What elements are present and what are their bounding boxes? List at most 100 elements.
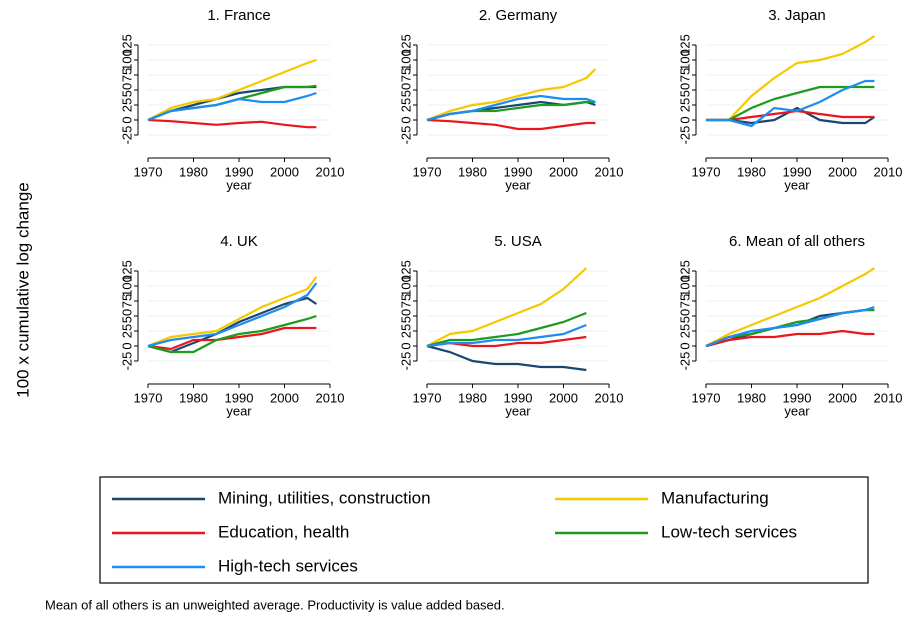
legend-box xyxy=(99,476,869,584)
y-tick-label: 50 xyxy=(677,83,692,97)
y-tick-label: 50 xyxy=(119,83,134,97)
y-tick-label: 25 xyxy=(119,324,134,338)
x-tick-label: 1980 xyxy=(179,164,208,179)
y-tick-label: 125 xyxy=(119,260,134,282)
x-tick-label: 2000 xyxy=(828,164,857,179)
y-tick-label: -25 xyxy=(398,126,413,145)
y-tick-label: 0 xyxy=(119,116,134,123)
x-tick-label: 2010 xyxy=(874,390,903,405)
y-tick-label: 50 xyxy=(398,309,413,323)
x-tick-label: 1980 xyxy=(179,390,208,405)
x-tick-label: 1980 xyxy=(737,390,766,405)
legend-label: Mining, utilities, construction xyxy=(218,488,431,507)
legend-label: High-tech services xyxy=(218,556,358,575)
x-tick-label: 2000 xyxy=(270,164,299,179)
legend-label: Low-tech services xyxy=(661,522,797,541)
y-tick-label: 100 xyxy=(119,49,134,71)
y-tick-label: 0 xyxy=(677,116,692,123)
x-tick-label: 2000 xyxy=(828,390,857,405)
series-line xyxy=(705,267,876,347)
x-tick-label: 2000 xyxy=(549,164,578,179)
x-tick-label: 1970 xyxy=(134,164,163,179)
y-tick-label: 75 xyxy=(398,294,413,308)
x-tick-label: 1970 xyxy=(692,390,721,405)
y-tick-label: 25 xyxy=(398,324,413,338)
series-line xyxy=(147,84,317,122)
x-tick-label: 2010 xyxy=(316,164,345,179)
x-tick-label: 2000 xyxy=(549,390,578,405)
series-line xyxy=(426,344,587,372)
x-tick-label: 1980 xyxy=(458,164,487,179)
y-tick-label: 100 xyxy=(677,275,692,297)
series-line xyxy=(426,94,596,122)
x-tick-label: 1990 xyxy=(225,164,254,179)
y-tick-label: -25 xyxy=(677,126,692,145)
series-line xyxy=(147,296,318,354)
x-tick-label: 1990 xyxy=(783,390,812,405)
y-tick-label: 0 xyxy=(398,342,413,349)
note: Mean of all others is an unweighted aver… xyxy=(45,597,505,612)
y-tick-label: 0 xyxy=(398,116,413,123)
y-tick-label: 125 xyxy=(398,34,413,56)
series-line xyxy=(706,79,875,128)
y-tick-label: -25 xyxy=(119,126,134,145)
x-axis-label: year xyxy=(505,177,531,192)
legend-label: Manufacturing xyxy=(661,488,769,507)
y-tick-label: 125 xyxy=(398,260,413,282)
panel-title: 2. Germany xyxy=(479,7,558,24)
x-tick-label: 1970 xyxy=(413,164,442,179)
x-axis-label: year xyxy=(784,403,810,418)
series-line xyxy=(147,282,318,348)
x-axis-label: year xyxy=(505,403,531,418)
y-tick-label: 0 xyxy=(119,342,134,349)
series-line xyxy=(147,326,317,351)
x-tick-label: 1990 xyxy=(783,164,812,179)
x-tick-label: 1990 xyxy=(504,390,533,405)
y-tick-label: 75 xyxy=(677,294,692,308)
series-line xyxy=(426,323,587,348)
series-line xyxy=(706,35,876,122)
series-line xyxy=(705,329,875,348)
x-axis-label: year xyxy=(784,177,810,192)
y-tick-label: 50 xyxy=(119,309,134,323)
series-line xyxy=(706,85,875,122)
series-line xyxy=(147,118,317,129)
series-line xyxy=(426,311,587,348)
x-tick-label: 1970 xyxy=(134,390,163,405)
series-line xyxy=(147,314,317,354)
panel-title: 6. Mean of all others xyxy=(729,233,865,250)
y-tick-label: 50 xyxy=(398,83,413,97)
x-tick-label: 1980 xyxy=(737,164,766,179)
x-tick-label: 1970 xyxy=(413,390,442,405)
y-tick-label: 125 xyxy=(677,260,692,282)
x-tick-label: 2010 xyxy=(874,164,903,179)
panel-title: 5. USA xyxy=(494,233,542,250)
series-line xyxy=(426,335,587,348)
series-line xyxy=(147,58,317,121)
x-tick-label: 2010 xyxy=(595,390,624,405)
y-tick-label: 25 xyxy=(677,324,692,338)
y-tick-label: 75 xyxy=(119,294,134,308)
x-tick-label: 1990 xyxy=(225,390,254,405)
x-tick-label: 2000 xyxy=(270,390,299,405)
x-tick-label: 2010 xyxy=(316,390,345,405)
x-axis-label: year xyxy=(226,403,252,418)
panel-title: 4. UK xyxy=(220,233,258,250)
series-line xyxy=(426,118,596,131)
legend-label: Education, health xyxy=(218,522,349,541)
y-tick-label: 50 xyxy=(677,309,692,323)
y-tick-label: 100 xyxy=(398,49,413,71)
y-tick-label: 100 xyxy=(677,49,692,71)
series-line xyxy=(147,91,317,122)
y-tick-label: 25 xyxy=(119,98,134,112)
panel-title: 3. Japan xyxy=(768,7,826,24)
y-tick-label: 75 xyxy=(119,68,134,82)
x-tick-label: 2010 xyxy=(595,164,624,179)
panel-title: 1. France xyxy=(207,7,270,24)
y-axis-label: 100 x cumulative log change xyxy=(13,182,32,397)
y-tick-label: 125 xyxy=(119,34,134,56)
y-tick-label: -25 xyxy=(398,352,413,371)
y-tick-label: 100 xyxy=(119,275,134,297)
series-line xyxy=(147,276,318,348)
